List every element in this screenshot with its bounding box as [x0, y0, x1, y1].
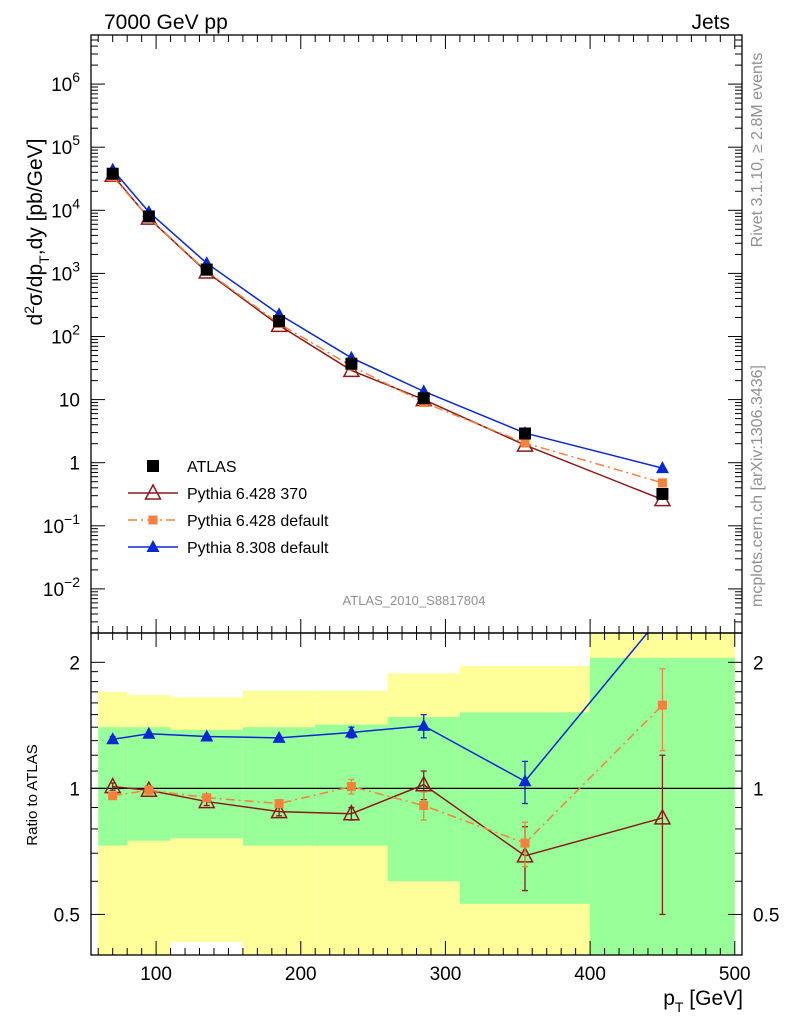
ratio-y-tick-label-right-2: 2: [753, 653, 764, 674]
main-series-line-3: [112, 169, 663, 469]
main-point-0-2: [200, 263, 213, 276]
ratio-point-1-4: [346, 782, 356, 792]
ratio-point-2-1: [142, 726, 156, 739]
y-tick-label-6: 104: [51, 195, 80, 222]
ratio-point-2-0: [106, 732, 120, 745]
legend-entry-3: Pythia 8.308 default: [128, 540, 329, 557]
x-tick-label-0: 100: [140, 964, 172, 985]
ratio-point-2-3: [272, 730, 286, 743]
main-point-0-6: [519, 427, 531, 440]
legend-marker-3: [146, 540, 160, 552]
y-tick-label-5: 103: [51, 258, 80, 285]
ratio-point-1-3: [274, 799, 284, 809]
ratio-y-axis-title: Ratio to ATLAS: [24, 744, 41, 845]
ratio-point-1-5: [419, 801, 429, 811]
ratio-point-0-7: [653, 808, 672, 825]
axis-ticks: 100 200 300 400 50010−210−111010210310410510…: [43, 34, 779, 985]
ratio-y-tick-label-1: 1: [69, 779, 80, 800]
legend-label-0: ATLAS: [187, 459, 237, 476]
y-tick-label-1: 10−1: [43, 511, 80, 538]
site-label: mcplots.cern.ch [arXiv:1306.3436]: [749, 365, 766, 607]
main-series-2: [108, 172, 667, 488]
main-series-1: [103, 165, 672, 507]
ratio-point-0-5: [414, 775, 433, 792]
y-tick-label-2: 1: [69, 454, 80, 475]
main-point-0-4: [345, 357, 358, 370]
ratio-series-1: [108, 668, 667, 868]
legend: ATLAS Pythia 6.428 370 Pythia 6.428 defaul…: [128, 459, 329, 557]
x-tick-label-2: 300: [430, 964, 462, 985]
x-tick-label-4: 500: [719, 964, 751, 985]
main-point-2-7: [657, 478, 667, 488]
main-point-0-5: [417, 392, 430, 405]
ratio-y-tick-label-right-1: 1: [753, 779, 764, 800]
ratio-point-2-6: [518, 774, 532, 787]
legend-entry-2: Pythia 6.428 default: [128, 513, 329, 530]
observable-label: Jets: [691, 11, 730, 34]
legend-label-1: Pythia 6.428 370: [187, 486, 307, 503]
ratio-point-1-6: [520, 838, 530, 848]
ratio-y-tick-label-right-0: 0.5: [753, 905, 779, 926]
series-layer: [103, 162, 672, 916]
ratio-point-2-4: [344, 725, 358, 738]
legend-entry-1: Pythia 6.428 370: [128, 483, 307, 503]
legend-marker-1: [144, 483, 162, 500]
analysis-label: ATLAS_2010_S8817804: [343, 593, 486, 608]
ratio-point-0-4: [342, 804, 361, 821]
band-inner-2: [170, 729, 243, 839]
main-point-3-7: [655, 461, 669, 474]
ratio-point-0-3: [270, 802, 288, 819]
main-point-0-3: [273, 315, 286, 328]
legend-marker-2: [148, 515, 158, 525]
x-tick-label-3: 400: [574, 964, 606, 985]
y-tick-label-0: 10−2: [43, 574, 80, 601]
main-point-0-1: [142, 210, 155, 223]
main-series-line-2: [112, 176, 663, 484]
main-point-2-6: [520, 438, 530, 448]
y-tick-label-3: 10: [59, 391, 80, 412]
ratio-series-line-1: [112, 704, 663, 845]
band-inner-1: [127, 727, 171, 841]
ratio-point-2-5: [417, 718, 431, 731]
main-series-3: [106, 162, 669, 474]
ratio-series-2: [106, 633, 649, 805]
y-tick-label-8: 106: [51, 69, 80, 96]
legend-label-3: Pythia 8.308 default: [187, 540, 329, 557]
legend-label-2: Pythia 6.428 default: [187, 513, 329, 530]
legend-marker-0: [147, 460, 159, 472]
ratio-point-1-1: [144, 785, 154, 795]
main-series-0: [106, 167, 669, 500]
rivet-label: Rivet 3.1.10, ≥ 2.8M events: [749, 53, 766, 248]
uncertainty-bands: [98, 633, 735, 955]
ratio-y-tick-label-0: 0.5: [54, 905, 80, 926]
x-axis-title: pT [GeV]: [663, 987, 743, 1015]
ratio-point-1-0: [108, 791, 118, 801]
ratio-point-2-2: [200, 729, 214, 742]
ratio-y-tick-label-2: 2: [69, 653, 80, 674]
y-tick-label-4: 102: [51, 321, 80, 348]
main-y-axis-title: d2σ/dpT,dy [pb/GeV]: [21, 139, 52, 326]
ratio-point-1-2: [202, 793, 212, 803]
main-series-line-1: [112, 174, 663, 501]
main-point-0-0: [106, 167, 119, 180]
process-label: 7000 GeV pp: [104, 11, 228, 34]
legend-entry-0: ATLAS: [147, 459, 237, 476]
x-tick-label-1: 200: [285, 964, 317, 985]
y-tick-label-7: 105: [51, 132, 80, 159]
band-inner-3: [242, 727, 316, 846]
main-point-0-7: [656, 487, 669, 500]
ratio-point-1-7: [657, 700, 667, 710]
